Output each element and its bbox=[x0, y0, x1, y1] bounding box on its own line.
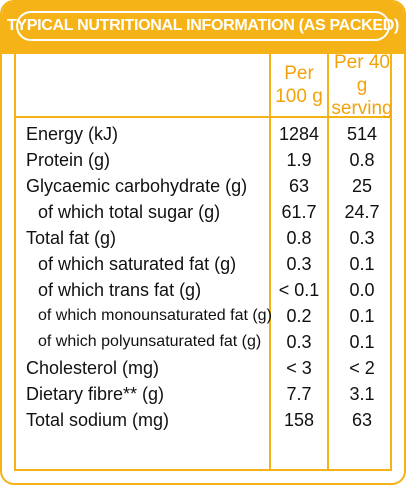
value-per-serving: 25 bbox=[351, 176, 373, 196]
value-per-100g: < 3 bbox=[286, 358, 312, 378]
value-per-serving: 0.1 bbox=[349, 254, 375, 274]
value-per-serving: 24.7 bbox=[344, 202, 380, 222]
panel-title: TYPICAL NUTRITIONAL INFORMATION (AS PACK… bbox=[7, 11, 399, 41]
table-body: Energy (kJ) 1284 514 Protein (g) 1.9 0.8… bbox=[16, 118, 390, 469]
value-per-100g: 61.7 bbox=[281, 202, 317, 222]
row-label: of which trans fat (g) bbox=[38, 280, 202, 300]
row-label: of which monounsaturated fat (g) bbox=[38, 307, 272, 324]
row-label: Protein (g) bbox=[26, 150, 111, 170]
value-per-serving: 3.1 bbox=[349, 384, 375, 404]
value-per-100g: 63 bbox=[288, 176, 310, 196]
table-row: Total fat (g) 0.8 0.3 bbox=[16, 225, 390, 251]
value-per-100g: 0.8 bbox=[286, 228, 312, 248]
row-label: Cholesterol (mg) bbox=[26, 358, 160, 378]
row-label: Energy (kJ) bbox=[26, 124, 119, 144]
table-row: of which monounsaturated fat (g) 0.2 0.1 bbox=[16, 303, 390, 329]
value-per-100g: < 0.1 bbox=[278, 280, 320, 300]
table-row: of which saturated fat (g) 0.3 0.1 bbox=[16, 251, 390, 277]
column-divider-1 bbox=[269, 54, 271, 469]
table-row: of which total sugar (g) 61.7 24.7 bbox=[16, 199, 390, 225]
row-label: of which polyunsaturated fat (g) bbox=[38, 333, 262, 350]
value-per-serving: 0.1 bbox=[349, 306, 375, 326]
value-per-100g: 158 bbox=[283, 410, 315, 430]
table-row: Protein (g) 1.9 0.8 bbox=[16, 147, 390, 173]
table-row: Total sodium (mg) 158 63 bbox=[16, 407, 390, 433]
table-row: of which trans fat (g) < 0.1 0.0 bbox=[16, 277, 390, 303]
row-label: Dietary fibre** (g) bbox=[26, 384, 165, 404]
title-banner: TYPICAL NUTRITIONAL INFORMATION (AS PACK… bbox=[2, 2, 404, 54]
table-header-row: Per 100 g Per 40 g serving bbox=[16, 52, 393, 119]
value-per-serving: 0.0 bbox=[349, 280, 375, 300]
value-per-serving: 63 bbox=[351, 410, 373, 430]
value-per-serving: 0.1 bbox=[349, 332, 375, 352]
row-label: of which total sugar (g) bbox=[38, 202, 221, 222]
column-header-per-100g: Per 100 g bbox=[275, 63, 323, 107]
table-row: Dietary fibre** (g) 7.7 3.1 bbox=[16, 381, 390, 407]
table-row: of which polyunsaturated fat (g) 0.3 0.1 bbox=[16, 329, 390, 355]
value-per-100g: 1.9 bbox=[286, 150, 312, 170]
value-per-100g: 0.3 bbox=[286, 332, 312, 352]
row-label: Total sodium (mg) bbox=[26, 410, 170, 430]
row-label: Glycaemic carbohydrate (g) bbox=[26, 176, 248, 196]
value-per-100g: 0.2 bbox=[286, 306, 312, 326]
value-per-100g: 0.3 bbox=[286, 254, 312, 274]
row-label: Total fat (g) bbox=[26, 228, 117, 248]
value-per-serving: 514 bbox=[346, 124, 378, 144]
value-per-serving: 0.3 bbox=[349, 228, 375, 248]
table-row: Energy (kJ) 1284 514 bbox=[16, 121, 390, 147]
value-per-serving: < 2 bbox=[349, 358, 375, 378]
column-divider-2 bbox=[327, 54, 329, 469]
nutrition-table: Per 100 g Per 40 g serving Energy (kJ) 1… bbox=[14, 52, 393, 471]
value-per-serving: 0.8 bbox=[349, 150, 375, 170]
value-per-100g: 1284 bbox=[278, 124, 320, 144]
column-header-per-serving: Per 40 g serving bbox=[331, 51, 393, 119]
row-label: of which saturated fat (g) bbox=[38, 254, 237, 274]
value-per-100g: 7.7 bbox=[286, 384, 312, 404]
table-row: Glycaemic carbohydrate (g) 63 25 bbox=[16, 173, 390, 199]
table-row: Cholesterol (mg) < 3 < 2 bbox=[16, 355, 390, 381]
